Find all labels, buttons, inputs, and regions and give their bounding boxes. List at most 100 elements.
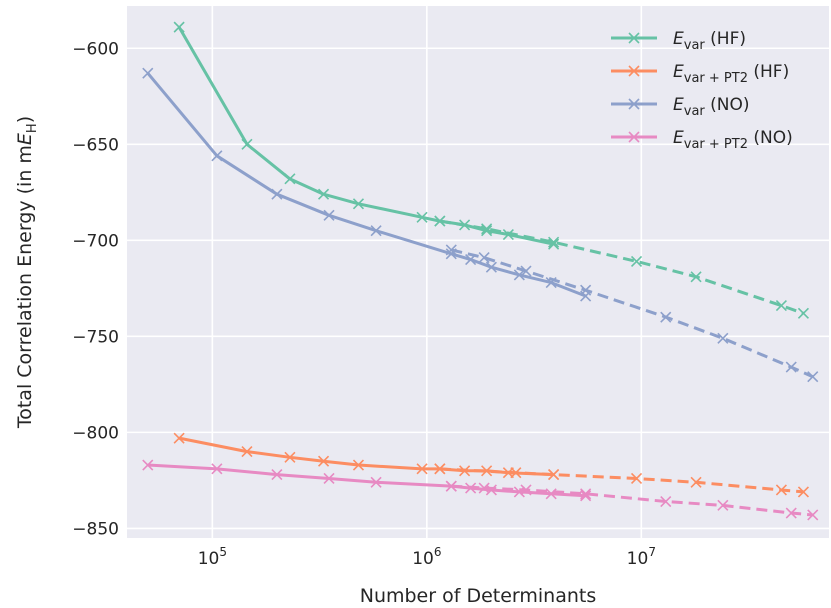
- data-point-marker: [481, 225, 493, 237]
- data-point-marker: [510, 467, 522, 479]
- data-point-marker: [628, 131, 640, 143]
- data-point-marker: [628, 98, 640, 110]
- data-point-marker: [520, 484, 532, 496]
- data-point-marker: [352, 198, 365, 210]
- data-point-marker: [545, 276, 557, 289]
- data-point-marker: [445, 480, 457, 492]
- legend: Evar (HF) Evar + PT2 (HF) Evar (NO) Evar + …: [611, 29, 793, 152]
- data-point-marker: [271, 188, 283, 200]
- x-tick-label: 107: [627, 545, 656, 569]
- series-evarpt2_no: [142, 459, 819, 521]
- data-point-marker: [459, 465, 471, 477]
- data-point-marker: [690, 476, 702, 488]
- data-point-marker: [485, 484, 497, 496]
- data-point-marker: [548, 469, 560, 481]
- data-point-marker: [520, 265, 532, 277]
- data-point-marker: [211, 463, 223, 475]
- data-point-marker: [717, 499, 729, 511]
- data-point-marker: [211, 150, 223, 162]
- x-axis-label: Number of Determinants: [360, 585, 597, 607]
- data-point-marker: [445, 244, 457, 256]
- data-point-marker: [323, 209, 335, 221]
- legend-label: Evar + PT2 (HF): [673, 62, 789, 86]
- data-point-marker: [580, 488, 592, 500]
- series-evar_no: [142, 67, 819, 383]
- data-point-marker: [807, 509, 819, 521]
- series-evar_no-dashed-line: [450, 248, 814, 379]
- data-point-marker: [660, 495, 672, 508]
- data-point-marker: [416, 463, 428, 475]
- y-axis-label: Total Correlation Energy (in mEH): [14, 116, 40, 429]
- y-tick-label: −750: [72, 327, 119, 347]
- data-point-marker: [628, 32, 640, 44]
- legend-entry-evarpt2_hf: Evar + PT2 (HF): [611, 62, 789, 86]
- data-point-marker: [459, 219, 471, 231]
- data-point-marker: [317, 188, 330, 200]
- data-point-marker: [284, 451, 296, 463]
- y-tick-label: −650: [72, 135, 119, 155]
- data-point-marker: [513, 269, 525, 281]
- data-point-marker: [628, 65, 640, 77]
- data-point-marker: [485, 261, 497, 273]
- x-tick-label: 106: [412, 545, 441, 569]
- data-point-marker: [434, 215, 446, 227]
- y-tick-label: −700: [72, 231, 119, 251]
- series-evarpt2_hf: [173, 432, 810, 498]
- data-point-marker: [173, 432, 185, 444]
- data-point-marker: [352, 459, 365, 471]
- data-point-marker: [241, 446, 253, 458]
- data-point-marker: [478, 482, 490, 494]
- data-point-marker: [142, 67, 154, 79]
- data-point-marker: [370, 476, 382, 488]
- data-point-marker: [630, 472, 643, 485]
- grid-lines: [127, 6, 829, 538]
- data-point-marker: [271, 469, 283, 481]
- data-point-marker: [481, 465, 493, 477]
- data-point-marker: [502, 228, 514, 241]
- data-point-marker: [775, 300, 787, 312]
- data-point-marker: [775, 484, 787, 496]
- data-point-marker: [317, 455, 330, 467]
- data-point-marker: [434, 463, 446, 475]
- x-axis-ticks: 105 106 107: [198, 545, 656, 569]
- data-point-marker: [690, 271, 702, 283]
- data-point-marker: [323, 472, 335, 485]
- y-tick-label: −850: [72, 519, 119, 539]
- data-point-marker: [548, 238, 560, 250]
- data-point-marker: [241, 138, 253, 150]
- data-point-marker: [797, 486, 810, 498]
- data-point-marker: [465, 482, 477, 494]
- data-point-marker: [284, 173, 296, 185]
- series-evarpt2_no-dashed-line: [451, 484, 813, 517]
- y-tick-label: −800: [72, 423, 119, 443]
- data-point-marker: [807, 371, 819, 383]
- data-point-marker: [785, 361, 797, 373]
- legend-entry-evarpt2_no: Evar + PT2 (NO): [611, 128, 793, 152]
- data-point-marker: [478, 252, 490, 264]
- legend-label: Evar (HF): [673, 29, 746, 53]
- data-point-marker: [630, 255, 643, 268]
- data-point-marker: [173, 21, 185, 33]
- data-point-marker: [548, 236, 560, 248]
- data-point-marker: [513, 486, 525, 498]
- data-point-marker: [660, 311, 672, 323]
- data-point-marker: [142, 459, 154, 471]
- data-point-marker: [370, 225, 382, 237]
- y-axis-ticks: −600 −650 −700 −750 −800 −850: [72, 39, 119, 539]
- data-point-marker: [545, 488, 557, 500]
- series-evar_hf: [173, 21, 810, 319]
- legend-label: Evar (NO): [673, 95, 750, 119]
- data-point-marker: [465, 253, 477, 266]
- legend-entry-evar_hf: Evar (HF): [611, 29, 746, 53]
- data-point-marker: [580, 284, 592, 296]
- y-tick-label: −600: [72, 39, 119, 59]
- data-point-marker: [717, 332, 729, 344]
- data-point-marker: [580, 490, 592, 502]
- data-point-marker: [797, 307, 810, 319]
- series-layer: [142, 21, 819, 521]
- data-point-marker: [445, 248, 457, 260]
- data-point-marker: [416, 211, 428, 223]
- x-tick-label: 105: [198, 545, 227, 569]
- legend-label: Evar + PT2 (NO): [673, 128, 793, 152]
